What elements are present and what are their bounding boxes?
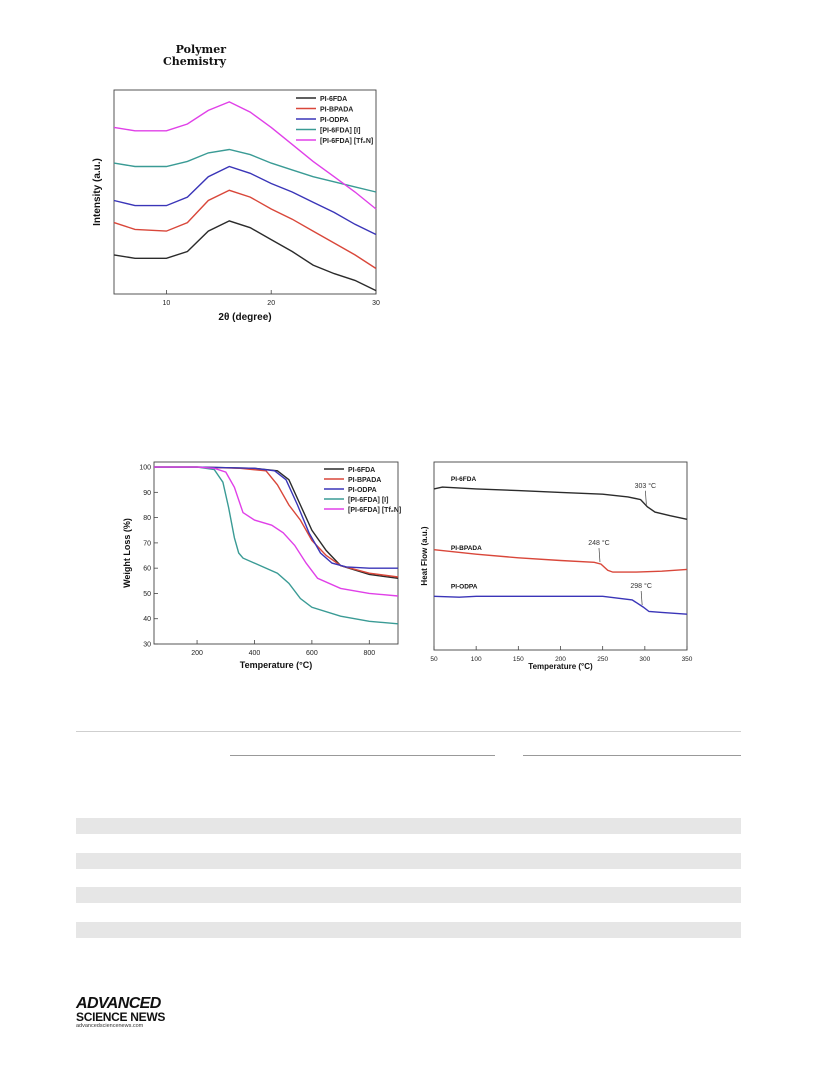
x-tick-label: 20	[267, 300, 275, 307]
table-group-rule-1	[230, 755, 495, 756]
y-tick-label: 50	[143, 591, 151, 598]
y-tick-label: 90	[143, 490, 151, 497]
y-tick-label: 30	[143, 642, 151, 649]
series-label: PI-6FDA	[451, 476, 477, 483]
table-row-band	[76, 853, 741, 869]
series-line	[154, 466, 399, 625]
journal-title: Polymer Chemistry	[156, 44, 226, 68]
x-tick-label: 50	[430, 656, 438, 663]
legend-label: [PI-6FDA] [I]	[320, 128, 360, 135]
series-line	[113, 148, 377, 193]
series-line	[154, 466, 398, 569]
publisher-logo: ADVANCED SCIENCE NEWS advancedsciencenew…	[76, 996, 165, 1030]
publisher-logo-line2: SCIENCE NEWS	[76, 1010, 166, 1024]
plot-frame	[153, 461, 399, 645]
table-top-rule	[76, 731, 741, 732]
publisher-url: advancedsciencenews.com	[76, 1023, 144, 1029]
tg-arrow	[645, 490, 647, 505]
dsc-chart: 50 100 150 200 250 300 350 PI-6FDA 303 °C PI-BPAD…	[420, 461, 693, 671]
x-tick-label: 300	[639, 656, 650, 663]
series-line	[433, 549, 688, 573]
legend-label: PI-6FDA	[320, 96, 347, 103]
legend-label: PI-BPADA	[348, 477, 381, 484]
x-axis-label: 2θ (degree)	[218, 312, 271, 323]
x-tick-label: 400	[249, 650, 261, 657]
series-line	[113, 220, 377, 292]
journal-title-line1: Polymer	[175, 43, 226, 56]
x-axis-label: Temperature (°C)	[240, 660, 312, 670]
y-axis-label: Intensity (a.u.)	[92, 158, 103, 226]
series-line	[113, 165, 377, 236]
table-row-band	[76, 887, 741, 903]
legend-label: PI-6FDA	[348, 467, 375, 474]
publisher-logo-line1: ADVANCED	[76, 995, 161, 1012]
series-line	[433, 486, 688, 520]
legend-label: [PI-6FDA] [Tf₂N]	[320, 138, 373, 145]
y-tick-label: 80	[143, 515, 151, 522]
x-tick-label: 100	[471, 656, 482, 663]
y-axis-label: Weight Loss (%)	[122, 518, 132, 588]
plot-frame	[433, 461, 688, 651]
x-tick-label: 200	[191, 650, 203, 657]
x-tick-label: 30	[372, 300, 380, 307]
x-tick-label: 350	[682, 656, 693, 663]
table-row-band	[76, 818, 741, 834]
y-tick-label: 100	[139, 465, 151, 472]
tg-label: 298 °C	[630, 582, 651, 590]
series-line	[113, 189, 377, 270]
legend-label: [PI-6FDA] [Tf₂N]	[348, 507, 401, 514]
y-tick-label: 40	[143, 616, 151, 623]
xrd-chart: 10 20 30 PI-6FDA PI-BPADA PI-ODPA [PI-6FDA] [I…	[92, 89, 380, 323]
tga-chart: 200 400 600 800 30 40 50 60 70 80 90 100 PI-6FDA PI-B…	[122, 461, 401, 670]
x-axis-label: Temperature (°C)	[528, 662, 593, 671]
series-line	[154, 466, 399, 597]
tg-label: 248 °C	[588, 539, 609, 547]
table-group-rule-2	[523, 755, 741, 756]
y-tick-label: 60	[143, 566, 151, 573]
x-tick-label: 10	[163, 300, 171, 307]
legend-label: PI-BPADA	[320, 107, 353, 114]
series-line	[433, 595, 688, 615]
journal-title-line2: Chemistry	[162, 55, 226, 68]
y-axis-label: Heat Flow (a.u.)	[420, 526, 429, 585]
x-tick-label: 250	[597, 656, 608, 663]
x-tick-label: 800	[363, 650, 375, 657]
x-tick-label: 600	[306, 650, 318, 657]
y-tick-label: 70	[143, 540, 151, 547]
table-row-band	[76, 922, 741, 938]
series-label: PI-BPADA	[451, 545, 482, 552]
x-tick-label: 150	[513, 656, 524, 663]
x-tick-label: 200	[555, 656, 566, 663]
legend-label: PI-ODPA	[320, 117, 349, 124]
legend-label: [PI-6FDA] [I]	[348, 497, 388, 504]
tg-arrow	[598, 548, 601, 563]
tg-arrow	[640, 591, 643, 606]
series-label: PI-ODPA	[451, 583, 478, 590]
legend-label: PI-ODPA	[348, 487, 377, 494]
tg-label: 303 °C	[635, 482, 656, 490]
series-line	[113, 101, 377, 210]
